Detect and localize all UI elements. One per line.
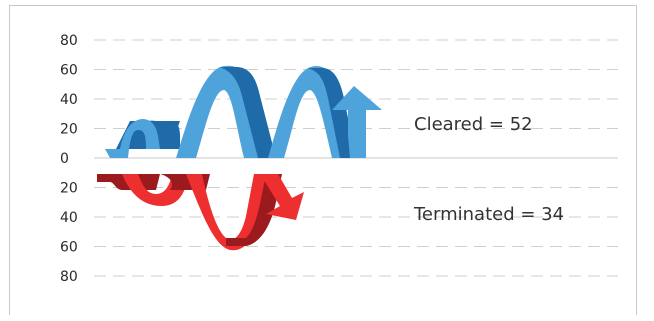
- cleared-ribbon-back-peak1: [220, 67, 276, 158]
- cleared-ribbon: [89, 65, 382, 158]
- y-tick-label: 20: [60, 181, 78, 197]
- cleared-ribbon-front-rise1: [158, 65, 264, 158]
- terminated-ribbon-front-dip1: [122, 174, 188, 206]
- y-tick-label: 0: [60, 151, 69, 167]
- cleared-label: Cleared = 52: [414, 114, 533, 135]
- cleared-ribbon-front-rise2: [250, 66, 350, 158]
- y-tick-label: 20: [60, 122, 78, 138]
- cleared-ribbon-back-peak2: [308, 68, 356, 158]
- terminated-ribbon: [97, 174, 304, 251]
- terminated-label: Terminated = 34: [413, 204, 564, 225]
- y-tick-label: 80: [60, 33, 78, 49]
- terminated-ribbon-back-dip2: [226, 174, 282, 246]
- terminated-ribbon-front-dip2: [186, 174, 270, 251]
- y-tick-label: 60: [60, 63, 78, 79]
- y-tick-label: 40: [60, 92, 78, 108]
- cleared-ribbon-front-hump1: [105, 119, 160, 158]
- y-tick-label: 40: [60, 210, 78, 226]
- ribbon-chart: 0 20 40 60 80 20 40 60 80 Cleared = 52 Terminate…: [60, 33, 618, 285]
- y-tick-label: 80: [60, 269, 78, 285]
- y-axis-ticks: 0 20 40 60 80 20 40 60 80: [60, 33, 78, 285]
- cleared-ribbon-arrow: [332, 86, 382, 158]
- y-tick-label: 60: [60, 240, 78, 256]
- chart-frame: 0 20 40 60 80 20 40 60 80 Cleared = 52 Terminate…: [9, 5, 637, 315]
- terminated-ribbon-arrow: [260, 174, 304, 220]
